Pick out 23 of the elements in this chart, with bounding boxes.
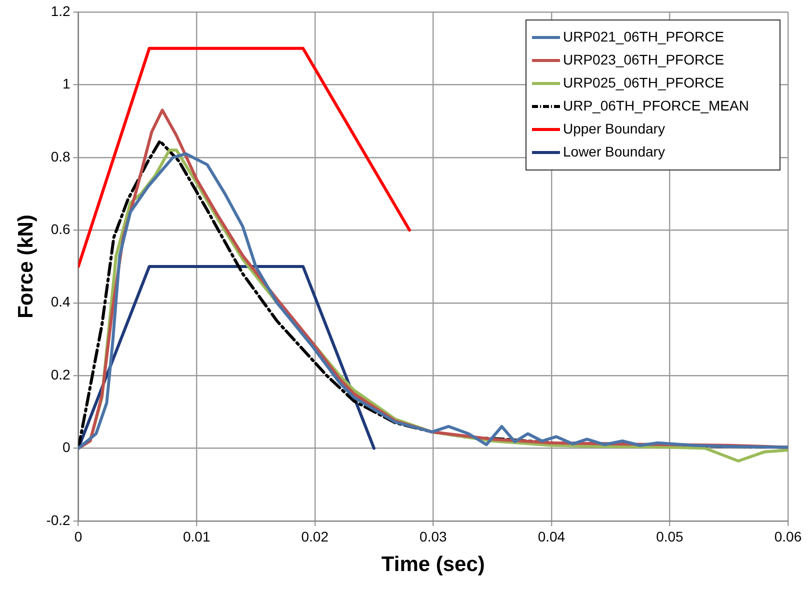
y-tick-label: 0.4: [50, 294, 71, 310]
x-tick-label: 0.04: [538, 528, 566, 544]
y-tick-label: -0.2: [46, 512, 71, 528]
x-tick-label: 0.05: [656, 528, 684, 544]
legend-label: URP025_06TH_PFORCE: [563, 74, 724, 90]
legend-label: URP021_06TH_PFORCE: [563, 28, 724, 44]
x-axis-title: Time (sec): [381, 553, 485, 576]
legend-label: URP_06TH_PFORCE_MEAN: [563, 97, 749, 114]
y-tick-label: 1: [62, 76, 71, 92]
y-tick-label: 0.8: [50, 148, 71, 164]
y-tick-label: 0.2: [50, 366, 71, 382]
x-tick-label: 0.01: [182, 528, 210, 544]
y-tick-label: 0.6: [50, 221, 71, 237]
y-axis-title: Force (kN): [14, 214, 38, 318]
legend-label: Upper Boundary: [563, 120, 665, 136]
x-tick-label: 0: [74, 528, 82, 544]
y-tick-label: 0: [62, 439, 71, 456]
legend-label: URP023_06TH_PFORCE: [563, 51, 724, 68]
legend-label: Lower Boundary: [563, 143, 665, 160]
x-tick-label: 0.06: [774, 528, 802, 544]
y-tick-label: 1.2: [50, 2, 71, 19]
x-tick-label: 0.03: [420, 528, 447, 544]
x-tick-label: 0.02: [301, 528, 329, 544]
